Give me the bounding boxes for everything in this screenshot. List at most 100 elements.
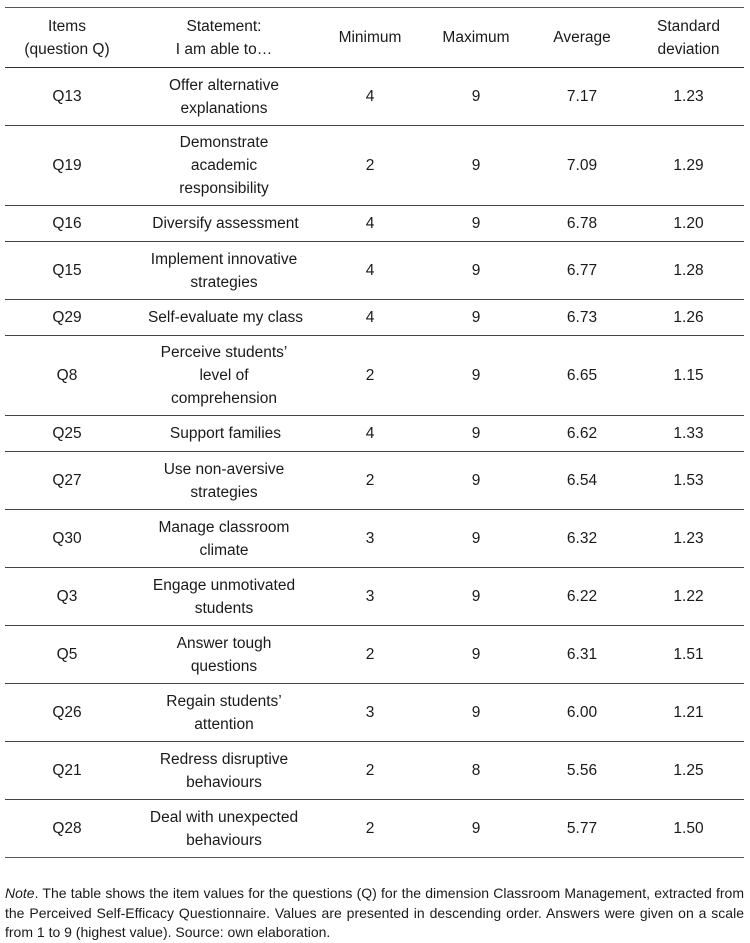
- cell-statement: Self-evaluate my class: [129, 300, 319, 336]
- header-items: Items (question Q): [5, 8, 129, 68]
- table-row: Q25 Support families 4 9 6.62 1.33: [5, 416, 744, 452]
- header-row: Items (question Q) Statement: I am able to…: [5, 7, 744, 68]
- cell-min: 4: [365, 262, 375, 279]
- cell-min: 4: [365, 215, 375, 232]
- cell-min: 3: [365, 530, 375, 547]
- cell-avg: 6.77: [566, 262, 598, 279]
- cell-max: 8: [471, 762, 481, 779]
- cell-item: Q3: [56, 588, 78, 605]
- cell-statement: Deal with unexpected behaviours: [129, 800, 319, 858]
- cell-avg: 6.22: [566, 588, 598, 605]
- cell-avg: 7.17: [566, 88, 598, 105]
- header-items-line1: Items: [48, 17, 86, 35]
- cell-sd: 1.29: [673, 157, 704, 174]
- statement-text: Self-evaluate my class: [147, 309, 304, 326]
- table-row: Q28 Deal with unexpected behaviours 2 9 …: [5, 800, 744, 858]
- cell-max: 9: [471, 646, 481, 663]
- cell-avg: 6.62: [566, 425, 598, 442]
- header-statement-line1: Statement:: [186, 17, 262, 35]
- header-statement-line2: I am able to…: [175, 40, 273, 58]
- cell-max: 9: [471, 262, 481, 279]
- statement-text: Use non-aversive strategies: [163, 460, 285, 501]
- cell-sd: 1.25: [673, 762, 704, 779]
- cell-avg: 6.32: [566, 530, 598, 547]
- cell-min: 3: [365, 588, 375, 605]
- cell-min: 2: [365, 646, 375, 663]
- table-row: Q29 Self-evaluate my class 4 9 6.73 1.26: [5, 300, 744, 336]
- classroom-management-table: Items (question Q) Statement: I am able to…: [5, 7, 744, 858]
- cell-min: 4: [365, 425, 375, 442]
- cell-max: 9: [471, 820, 481, 837]
- cell-max: 9: [471, 157, 481, 174]
- cell-max: 9: [471, 367, 481, 384]
- statement-text: Regain students’ attention: [166, 692, 282, 733]
- table-note: Note. The table shows the item values fo…: [5, 884, 744, 943]
- table-header: Items (question Q) Statement: I am able to…: [5, 7, 744, 68]
- cell-max: 9: [471, 88, 481, 105]
- cell-max: 9: [471, 588, 481, 605]
- table-row: Q19 Demonstrate academic responsibility …: [5, 126, 744, 206]
- cell-item: Q26: [52, 704, 82, 721]
- cell-sd: 1.26: [673, 309, 704, 326]
- cell-item: Q16: [52, 215, 82, 232]
- classroom-management-table-container: Items (question Q) Statement: I am able to…: [5, 7, 744, 858]
- cell-item: Q25: [52, 425, 82, 442]
- header-items-line2: (question Q): [24, 40, 110, 58]
- cell-item: Q21: [52, 762, 82, 779]
- cell-sd: 1.22: [673, 588, 704, 605]
- cell-item: Q13: [52, 88, 82, 105]
- cell-statement: Support families: [129, 416, 319, 452]
- header-std-dev: Standard deviation: [633, 8, 744, 68]
- cell-min: 2: [365, 820, 375, 837]
- statement-text: Diversify assessment: [152, 215, 299, 232]
- cell-statement: Use non-aversive strategies: [129, 452, 319, 510]
- cell-sd: 1.53: [673, 472, 704, 489]
- cell-item: Q27: [52, 472, 82, 489]
- header-maximum-label: Maximum: [442, 29, 510, 46]
- cell-statement: Diversify assessment: [129, 206, 319, 242]
- cell-min: 3: [365, 704, 375, 721]
- header-maximum: Maximum: [421, 8, 531, 68]
- cell-max: 9: [471, 425, 481, 442]
- header-minimum-label: Minimum: [338, 29, 402, 46]
- cell-item: Q19: [52, 157, 82, 174]
- cell-avg: 6.78: [566, 215, 598, 232]
- cell-avg: 6.73: [566, 309, 598, 326]
- cell-sd: 1.23: [673, 88, 704, 105]
- table-row: Q30 Manage classroom climate 3 9 6.32 1.…: [5, 510, 744, 568]
- cell-statement: Answer tough questions: [129, 626, 319, 684]
- table-row: Q5 Answer tough questions 2 9 6.31 1.51: [5, 626, 744, 684]
- cell-sd: 1.21: [673, 704, 704, 721]
- cell-statement: Redress disruptive behaviours: [129, 742, 319, 800]
- cell-sd: 1.28: [673, 262, 704, 279]
- cell-max: 9: [471, 472, 481, 489]
- table-row: Q8 Perceive students’ level of comprehen…: [5, 336, 744, 416]
- cell-sd: 1.15: [673, 367, 704, 384]
- statement-text: Deal with unexpected behaviours: [149, 808, 299, 849]
- header-average: Average: [531, 8, 633, 68]
- cell-max: 9: [471, 530, 481, 547]
- cell-sd: 1.23: [673, 530, 704, 547]
- cell-min: 2: [365, 367, 375, 384]
- cell-item: Q15: [52, 262, 82, 279]
- header-std-dev-line1: Standard: [657, 17, 720, 35]
- cell-max: 9: [471, 309, 481, 326]
- cell-avg: 5.77: [566, 820, 598, 837]
- cell-avg: 7.09: [566, 157, 598, 174]
- cell-statement: Regain students’ attention: [129, 684, 319, 742]
- statement-text: Redress disruptive behaviours: [159, 750, 289, 791]
- cell-sd: 1.33: [673, 425, 704, 442]
- statement-text: Implement innovative strategies: [150, 250, 298, 291]
- cell-sd: 1.50: [673, 820, 704, 837]
- cell-min: 4: [365, 309, 375, 326]
- cell-item: Q8: [56, 367, 78, 384]
- cell-min: 4: [365, 88, 375, 105]
- cell-statement: Engage unmotivated students: [129, 568, 319, 626]
- statement-text: Demonstrate academic responsibility: [179, 134, 269, 197]
- statement-text: Offer alternative explanations: [169, 76, 279, 117]
- table-row: Q15 Implement innovative strategies 4 9 …: [5, 242, 744, 300]
- cell-min: 2: [365, 472, 375, 489]
- statement-text: Perceive students’ level of comprehensio…: [160, 344, 288, 407]
- table-row: Q21 Redress disruptive behaviours 2 8 5.…: [5, 742, 744, 800]
- cell-statement: Perceive students’ level of comprehensio…: [129, 336, 319, 416]
